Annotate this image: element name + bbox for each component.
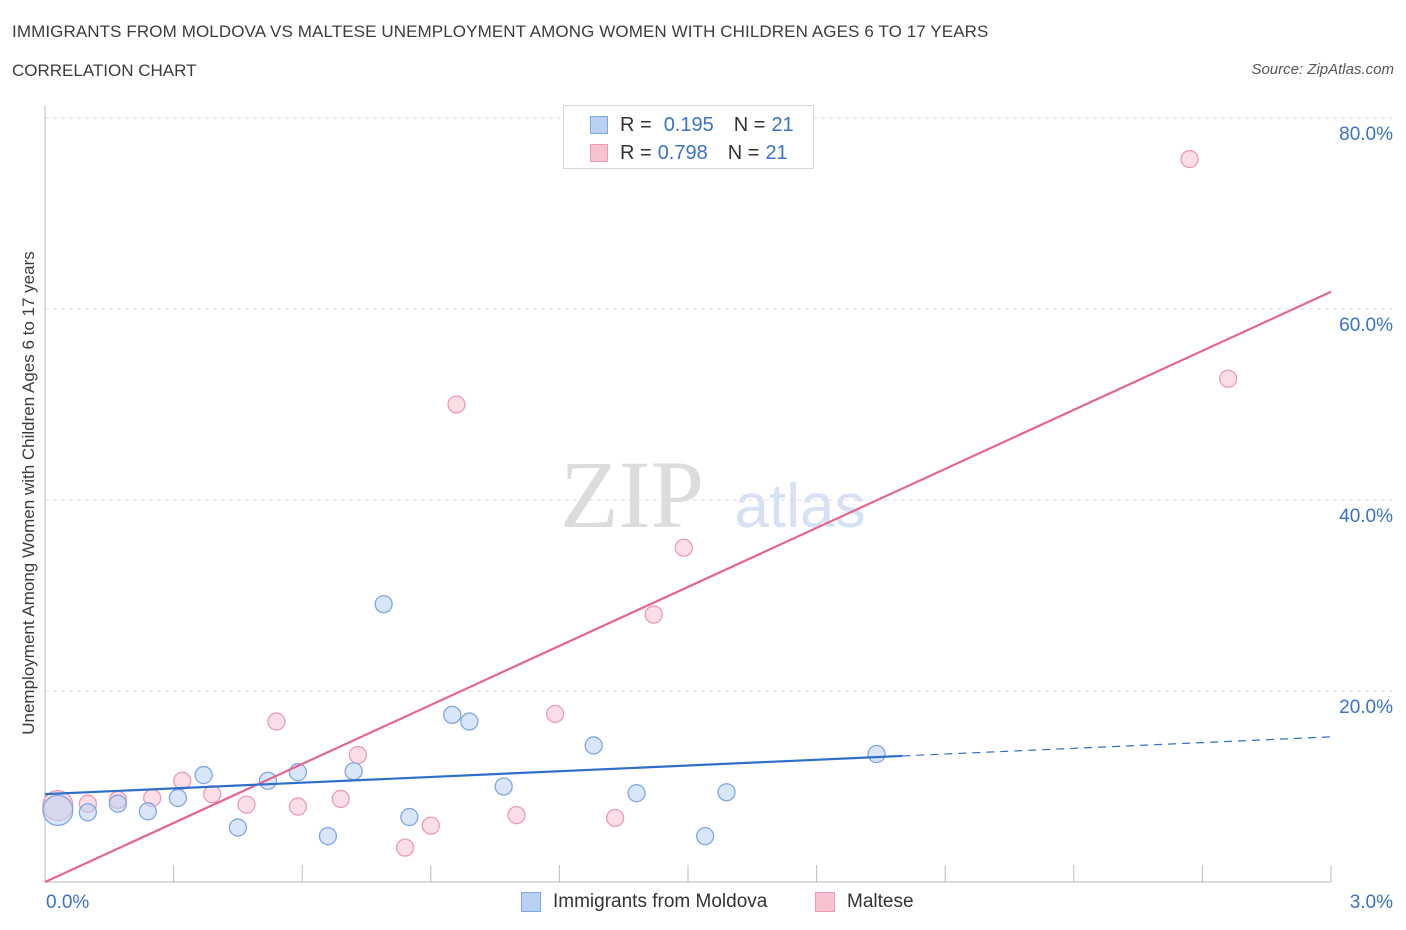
chart-subtitle: CORRELATION CHART — [12, 61, 197, 80]
data-point-moldova — [42, 794, 74, 827]
watermark-atlas: atlas — [735, 472, 866, 541]
data-point-moldova — [494, 777, 513, 796]
legend-label-moldova: Immigrants from Moldova — [553, 891, 768, 912]
data-point-moldova — [460, 712, 479, 731]
legend-n-label: N = — [727, 141, 760, 164]
source-credit: Source: ZipAtlas.com — [1251, 61, 1394, 78]
grid-lines — [45, 117, 1392, 692]
y-axis-label: Unemployment Among Women with Children A… — [19, 251, 38, 735]
legend-row-maltese: R = 0.798 N = 21 — [590, 141, 788, 165]
data-point-moldova — [194, 765, 213, 785]
data-point-maltese — [545, 704, 565, 724]
y-tick-label: 80.0% — [1339, 124, 1393, 145]
data-point-moldova — [138, 802, 158, 821]
y-tick-label: 60.0% — [1339, 315, 1393, 336]
watermark: ZIP atlas — [560, 441, 865, 548]
data-point-maltese — [348, 745, 368, 765]
data-point-maltese — [203, 784, 222, 804]
data-point-moldova — [344, 762, 363, 781]
data-point-maltese — [267, 712, 286, 731]
legend-swatch-moldova — [590, 116, 608, 134]
legend-n-label: N = — [733, 113, 766, 136]
bottom-legend-maltese: Maltese — [815, 889, 914, 915]
chart-title: IMMIGRANTS FROM MOLDOVA VS MALTESE UNEMP… — [12, 22, 989, 41]
data-point-moldova — [717, 783, 736, 802]
data-point-moldova — [443, 705, 462, 725]
trend-lines — [44, 290, 1332, 883]
legend-n-value: 21 — [765, 141, 788, 164]
y-tick-label: 20.0% — [1339, 697, 1393, 718]
y-tick-label: 40.0% — [1339, 506, 1393, 527]
data-point-moldova — [374, 594, 393, 614]
legend-r-label: R = — [620, 113, 652, 136]
trend-line-moldova-extension — [902, 736, 1332, 757]
trend-line-moldova — [44, 754, 903, 796]
data-point-moldova — [108, 794, 128, 813]
data-point-moldova — [695, 827, 715, 846]
axes — [44, 105, 1332, 883]
series-moldova-points — [42, 594, 886, 846]
data-point-moldova — [228, 818, 248, 837]
legend-swatch-maltese — [815, 892, 835, 912]
correlation-legend: R = 0.195 N = 21 R = 0.798 N = 21 — [563, 105, 814, 169]
data-point-maltese — [1218, 369, 1238, 388]
data-point-maltese — [237, 795, 256, 814]
data-point-moldova — [400, 807, 419, 827]
data-point-moldova — [627, 784, 646, 803]
legend-row-moldova: R = 0.195 N = 21 — [590, 113, 794, 137]
data-point-maltese — [605, 808, 625, 828]
x-tick-label: 3.0% — [1350, 892, 1393, 913]
data-point-maltese — [507, 806, 526, 825]
data-point-maltese — [173, 771, 192, 790]
x-tick-labels: 0.0% 3.0% — [46, 892, 1393, 913]
trend-line-maltese — [44, 290, 1332, 883]
legend-n-value: 21 — [771, 113, 794, 136]
data-point-maltese — [644, 605, 663, 624]
data-point-moldova — [584, 736, 603, 755]
data-point-moldova — [867, 744, 886, 764]
data-point-maltese — [288, 797, 308, 816]
legend-r-value: 0.798 — [657, 141, 708, 164]
data-point-moldova — [318, 827, 338, 846]
data-point-maltese — [421, 816, 440, 835]
data-point-moldova — [78, 803, 98, 822]
legend-label-maltese: Maltese — [847, 891, 914, 912]
data-point-maltese — [395, 838, 415, 857]
data-point-maltese — [1180, 149, 1199, 169]
legend-r-value: 0.195 — [663, 113, 714, 136]
bottom-legend-moldova: Immigrants from Moldova — [521, 889, 767, 915]
x-tick-label: 0.0% — [46, 892, 89, 913]
legend-r-label: R = — [620, 141, 652, 164]
legend-swatch-moldova — [521, 892, 541, 912]
watermark-zip: ZIP — [560, 441, 704, 548]
y-tick-labels: 20.0% 40.0% 60.0% 80.0% — [1339, 124, 1393, 718]
data-point-maltese — [447, 395, 466, 414]
data-point-moldova — [168, 788, 188, 808]
data-point-maltese — [674, 538, 693, 557]
legend-swatch-maltese — [590, 144, 608, 162]
data-point-maltese — [331, 789, 350, 809]
